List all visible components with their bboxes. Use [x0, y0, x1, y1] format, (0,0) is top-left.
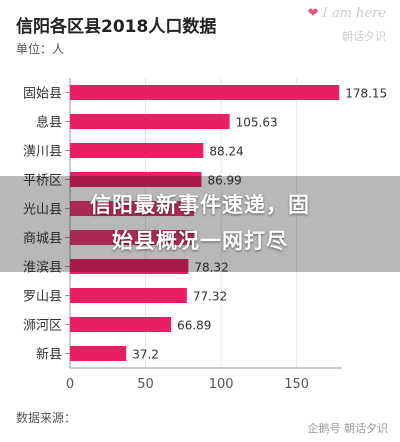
watermark-top: ❤ I am here: [308, 6, 386, 21]
chart-title: 信阳各区县2018人口数据: [16, 17, 217, 37]
bar: [70, 143, 204, 158]
bar: [70, 201, 194, 216]
data-label: 86.99: [207, 174, 241, 188]
category-label: 潢川县: [23, 145, 62, 160]
x-tick-label: 50: [137, 377, 154, 392]
category-label: 息县: [36, 115, 62, 131]
bar: [70, 85, 340, 100]
data-label: 88.24: [209, 145, 243, 159]
category-label: 光山县: [23, 203, 62, 218]
bar: [70, 288, 187, 303]
data-label: 105.63: [236, 116, 278, 130]
category-label: 固始县: [23, 87, 62, 102]
bar: [70, 230, 194, 245]
headline-line-2: 始县概况一网打尽: [112, 229, 288, 253]
data-source: 数据来源：: [16, 411, 77, 425]
bar: [70, 317, 172, 332]
heart-icon: ❤: [307, 6, 319, 21]
bar: [70, 114, 230, 129]
unit-label: 单位：人: [16, 42, 65, 56]
category-label: 浉河区: [23, 319, 62, 334]
category-label: 罗山县: [23, 290, 62, 305]
x-tick-label: 150: [284, 377, 309, 392]
data-label: 37.2: [132, 348, 159, 362]
bar: [70, 259, 189, 274]
data-label: 77.32: [193, 290, 227, 304]
x-tick-label: 0: [66, 377, 74, 392]
watermark-bottom: 企鹅号 朝话夕识: [307, 422, 389, 435]
bar: [70, 346, 127, 361]
x-tick-label: 100: [209, 377, 234, 392]
category-label: 淮滨县: [23, 260, 62, 276]
data-label: 178.15: [345, 87, 387, 101]
headline-overlay: [0, 176, 400, 272]
category-label: 平桥区: [23, 174, 62, 189]
headline-line-1: 信阳最新事件速递，固: [90, 193, 310, 217]
watermark-brand: 朝话夕识: [342, 30, 386, 43]
watermark-script: I am here: [322, 6, 386, 21]
data-label: 78.32: [194, 261, 228, 275]
category-label: 新县: [36, 347, 62, 363]
data-label: 66.89: [177, 319, 211, 333]
category-label: 商城县: [23, 232, 62, 247]
bar: [70, 172, 202, 187]
